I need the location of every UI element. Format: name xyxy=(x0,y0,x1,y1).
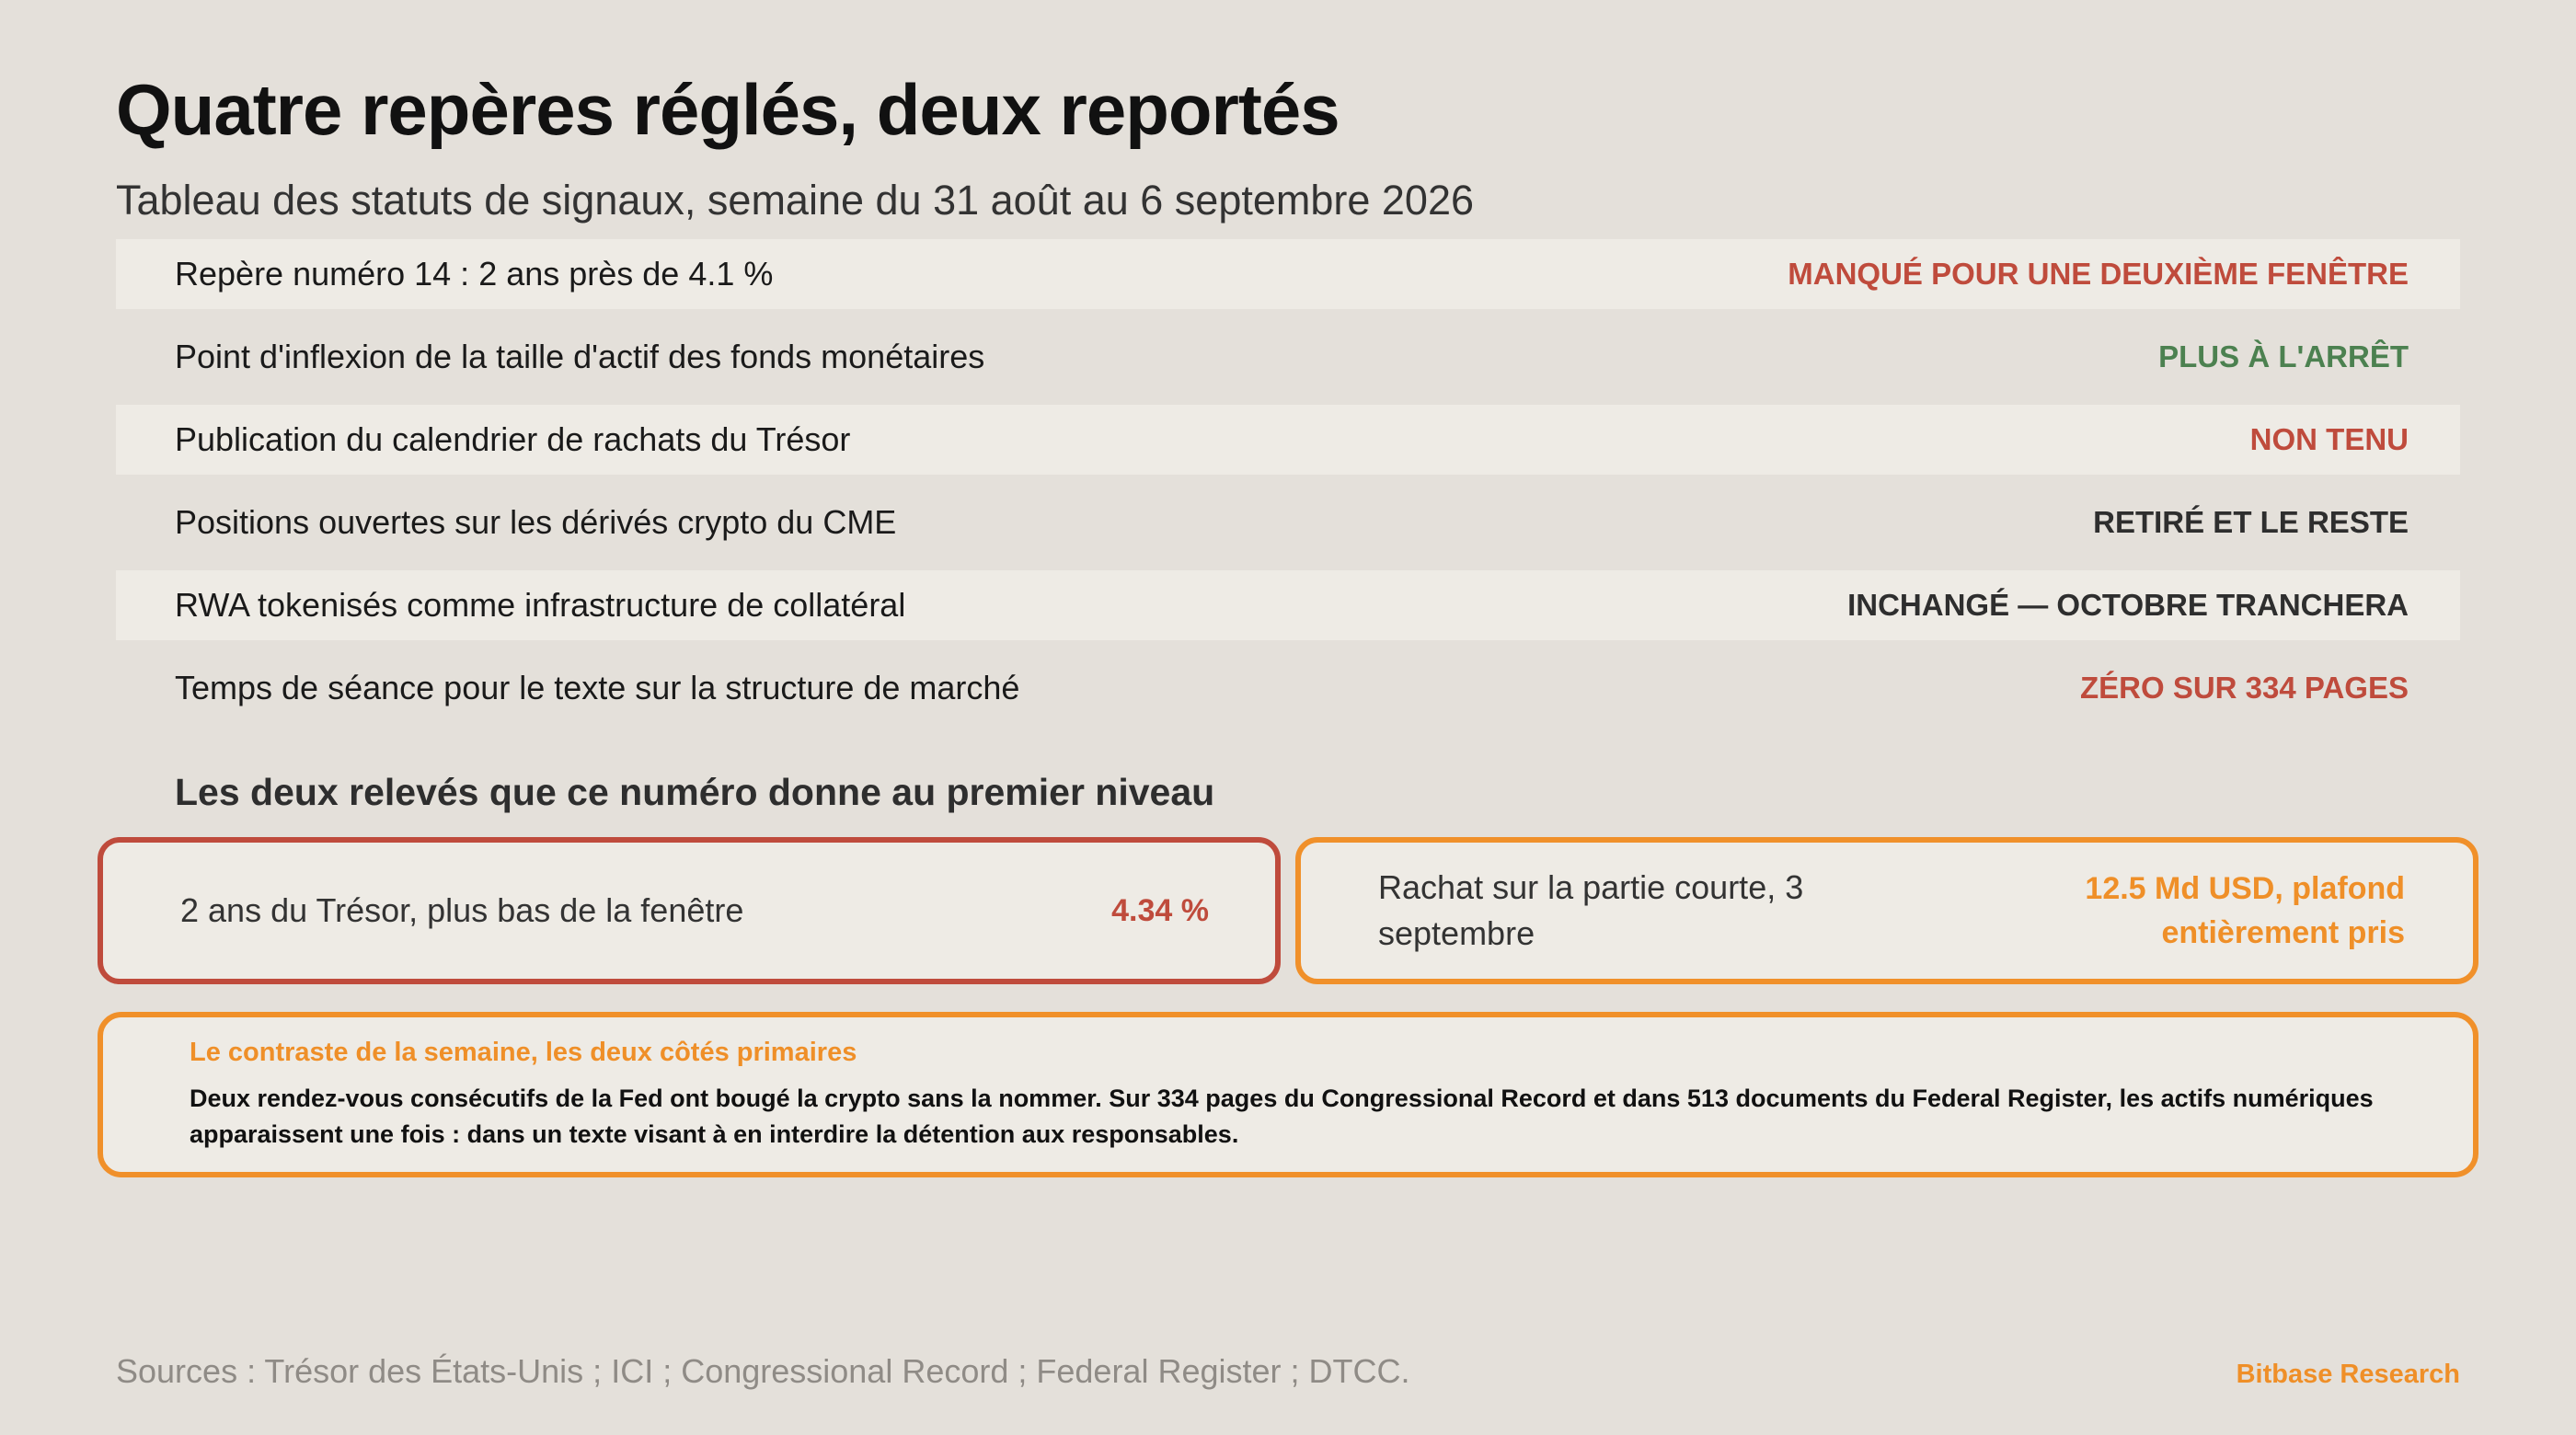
status-row-label: Point d'inflexion de la taille d'actif d… xyxy=(175,338,985,375)
status-table: Repère numéro 14 : 2 ans près de 4.1 % M… xyxy=(116,239,2460,736)
status-row: Publication du calendrier de rachats du … xyxy=(116,405,2460,475)
status-row-label: RWA tokenisés comme infrastructure de co… xyxy=(175,586,906,624)
status-row-value: PLUS À L'ARRÊT xyxy=(2158,339,2409,373)
status-row-value: RETIRÉ ET LE RESTE xyxy=(2093,505,2409,539)
callout-title: Le contraste de la semaine, les deux côt… xyxy=(190,1038,857,1067)
status-row-label: Publication du calendrier de rachats du … xyxy=(175,420,851,458)
section-heading: Les deux relevés que ce numéro donne au … xyxy=(175,771,1215,813)
status-row-value: MANQUÉ POUR UNE DEUXIÈME FENÊTRE xyxy=(1788,257,2409,291)
status-row: Positions ouvertes sur les dérivés crypt… xyxy=(116,488,2460,557)
status-row-label: Positions ouvertes sur les dérivés crypt… xyxy=(175,503,897,541)
status-row-value: INCHANGÉ — OCTOBRE TRANCHERA xyxy=(1847,588,2409,622)
status-row: Point d'inflexion de la taille d'actif d… xyxy=(116,322,2460,392)
reading-card-label: Rachat sur la partie courte, 3 septembre xyxy=(1378,868,1804,952)
status-row-value: NON TENU xyxy=(2249,422,2409,456)
page-title: Quatre repères réglés, deux reportés xyxy=(116,69,1340,150)
status-row: Temps de séance pour le texte sur la str… xyxy=(116,653,2460,723)
reading-card-label: 2 ans du Trésor, plus bas de la fenêtre xyxy=(180,891,744,930)
reading-card-buyback: Rachat sur la partie courte, 3 septembre… xyxy=(1295,837,2478,984)
reading-card-value: 4.34 % xyxy=(1111,892,1209,928)
brand-logo-text: Bitbase Research xyxy=(2236,1360,2460,1389)
status-row: Repère numéro 14 : 2 ans près de 4.1 % M… xyxy=(116,239,2460,309)
status-row-label: Repère numéro 14 : 2 ans près de 4.1 % xyxy=(175,255,774,293)
status-row: RWA tokenisés comme infrastructure de co… xyxy=(116,570,2460,640)
reading-card-value: 12.5 Md USD, plafond entièrement pris xyxy=(2085,870,2405,950)
status-row-value: ZÉRO SUR 334 PAGES xyxy=(2080,671,2409,705)
status-row-label: Temps de séance pour le texte sur la str… xyxy=(175,669,1020,706)
callout-body: Deux rendez-vous consécutifs de la Fed o… xyxy=(190,1085,2374,1149)
page-subtitle: Tableau des statuts de signaux, semaine … xyxy=(116,177,1475,224)
contrast-callout: Le contraste de la semaine, les deux côt… xyxy=(98,1012,2478,1177)
sources-footnote: Sources : Trésor des États-Unis ; ICI ; … xyxy=(116,1352,1410,1390)
reading-card-treasury-2y: 2 ans du Trésor, plus bas de la fenêtre … xyxy=(98,837,1281,984)
